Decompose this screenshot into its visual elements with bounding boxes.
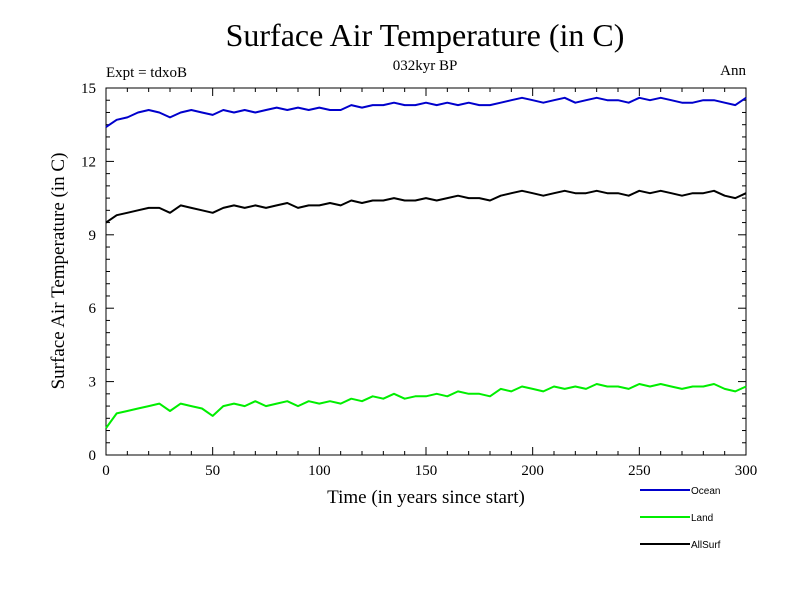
x-tick-label: 300 [735, 463, 758, 479]
y-tick-label: 9 [89, 228, 97, 244]
series-line-ocean [105, 96, 747, 128]
y-tick-label: 6 [89, 301, 97, 317]
y-tick-label: 12 [81, 154, 96, 170]
x-tick-label: 250 [628, 463, 651, 479]
y-tick-label: 0 [89, 448, 97, 464]
legend-label-land: Land [691, 513, 713, 524]
axis-ticks [105, 87, 747, 456]
legend-label-ocean: Ocean [691, 486, 720, 497]
season-label: Ann [720, 63, 746, 79]
plot-frame [105, 87, 747, 456]
legend: Ocean Land AllSurf [640, 486, 721, 551]
chart-subtitle: 032kyr BP [393, 58, 458, 74]
series-line-allsurf [105, 189, 747, 224]
y-tick-label: 15 [81, 81, 96, 97]
x-tick-label: 0 [102, 463, 110, 479]
x-tick-label: 50 [205, 463, 220, 479]
x-axis-label: Time (in years since start) [327, 487, 525, 508]
x-tick-label: 200 [521, 463, 544, 479]
x-tick-label: 150 [415, 463, 438, 479]
chart-title: Surface Air Temperature (in C) [226, 17, 625, 53]
legend-label-allsurf: AllSurf [691, 540, 721, 551]
y-tick-label: 3 [89, 375, 97, 391]
experiment-label: Expt = tdxoB [106, 65, 187, 81]
x-tick-labels: 0 50 100 150 200 250 300 [102, 463, 757, 479]
series-lines [105, 96, 747, 429]
series-line-land [105, 383, 747, 429]
x-tick-label: 100 [308, 463, 331, 479]
y-tick-labels: 0 3 6 9 12 15 [81, 81, 97, 464]
y-axis-label: Surface Air Temperature (in C) [48, 153, 69, 390]
